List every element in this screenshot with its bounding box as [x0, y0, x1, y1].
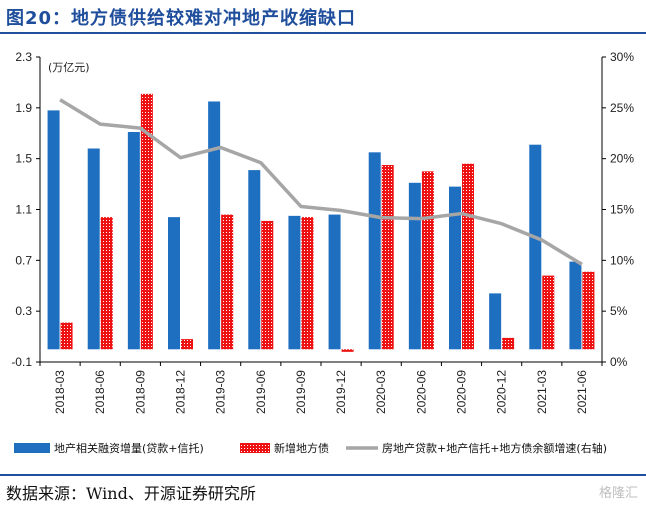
- bar-new-local-bonds: [221, 214, 234, 350]
- y-right-tick-label: 0%: [610, 355, 628, 369]
- bar-real-estate-financing: [328, 214, 341, 350]
- bar-new-local-bonds: [60, 322, 73, 350]
- bar-real-estate-financing: [529, 144, 542, 350]
- y-left-tick-label: 0.7: [15, 253, 32, 267]
- bar-real-estate-financing: [127, 131, 140, 350]
- x-tick-label: 2019-06: [254, 370, 268, 414]
- x-tick-label: 2018-03: [53, 370, 67, 414]
- bar-real-estate-financing: [248, 170, 261, 350]
- x-tick-label: 2020-06: [414, 370, 428, 414]
- bar-real-estate-financing: [408, 182, 421, 350]
- bar-new-local-bonds: [301, 217, 314, 350]
- y-right-tick-label: 25%: [610, 101, 634, 115]
- bar-real-estate-financing: [489, 293, 502, 350]
- x-tick-label: 2018-09: [133, 370, 147, 414]
- x-tick-label: 2020-09: [455, 370, 469, 414]
- y-left-tick-label: 1.5: [15, 152, 32, 166]
- y-axis-unit-label: (万亿元): [48, 61, 90, 74]
- y-right-tick-label: 15%: [610, 203, 634, 217]
- x-tick-label: 2021-03: [535, 370, 549, 414]
- bar-real-estate-financing: [168, 217, 180, 350]
- bar-real-estate-financing: [569, 261, 582, 350]
- y-right-tick-label: 10%: [610, 253, 634, 267]
- x-tick-label: 2019-09: [294, 370, 308, 414]
- x-tick-label: 2019-12: [334, 370, 348, 414]
- bar-new-local-bonds: [421, 171, 434, 350]
- bar-new-local-bonds: [381, 165, 394, 350]
- x-tick-label: 2019-03: [214, 370, 228, 414]
- bar-real-estate-financing: [87, 148, 100, 350]
- y-left-tick-label: -0.1: [11, 355, 32, 369]
- x-tick-label: 2020-12: [495, 370, 509, 414]
- bar-new-local-bonds: [341, 349, 354, 352]
- y-left-tick-label: 1.9: [15, 101, 32, 115]
- bar-new-local-bonds: [582, 271, 595, 350]
- y-left-tick-label: 1.1: [15, 203, 32, 217]
- legend-label-local-bonds: 新增地方债: [274, 441, 329, 455]
- bar-new-local-bonds: [100, 217, 113, 350]
- x-tick-label: 2018-12: [174, 370, 188, 414]
- line-balance-growth: [59, 98, 583, 266]
- y-right-tick-label: 30%: [610, 50, 634, 64]
- source-note: 数据来源：Wind、开源证券研究所: [6, 484, 256, 503]
- legend-label-financing: 地产相关融资增量(贷款+信托): [54, 441, 204, 455]
- bar-new-local-bonds: [502, 337, 515, 350]
- bar-real-estate-financing: [449, 186, 461, 350]
- bar-real-estate-financing: [47, 110, 60, 350]
- x-tick-label: 2021-06: [575, 370, 589, 414]
- bar-new-local-bonds: [462, 163, 474, 350]
- legend-swatch-local-bonds: [240, 443, 270, 453]
- bar-new-local-bonds: [181, 339, 193, 350]
- y-right-tick-label: 20%: [610, 152, 634, 166]
- legend-swatch-financing: [14, 443, 50, 453]
- y-right-tick-label: 5%: [610, 304, 628, 318]
- y-left-tick-label: 0.3: [15, 304, 32, 318]
- bar-new-local-bonds: [542, 275, 555, 350]
- bar-new-local-bonds: [140, 93, 153, 350]
- y-left-tick-label: 2.3: [15, 50, 32, 64]
- x-tick-label: 2018-06: [93, 370, 107, 414]
- bar-real-estate-financing: [368, 152, 381, 350]
- watermark: 格隆汇: [598, 486, 638, 501]
- bar-real-estate-financing: [208, 101, 221, 350]
- title-divider: [0, 32, 646, 34]
- x-tick-label: 2020-03: [374, 370, 388, 414]
- bar-new-local-bonds: [261, 220, 274, 350]
- bar-real-estate-financing: [288, 215, 301, 350]
- chart: 2.3 1.9 1.5 1.1 0.7 0.3 -0.1 30% 25% 20% 15% 10% 5% 0…: [11, 50, 634, 455]
- footer-divider: [0, 474, 646, 476]
- chart-title: 图20：地方债供给较难对冲地产收缩缺口: [6, 8, 357, 29]
- legend-label-growth: 房地产贷款+地产信托+地方债余额增速(右轴): [382, 441, 607, 455]
